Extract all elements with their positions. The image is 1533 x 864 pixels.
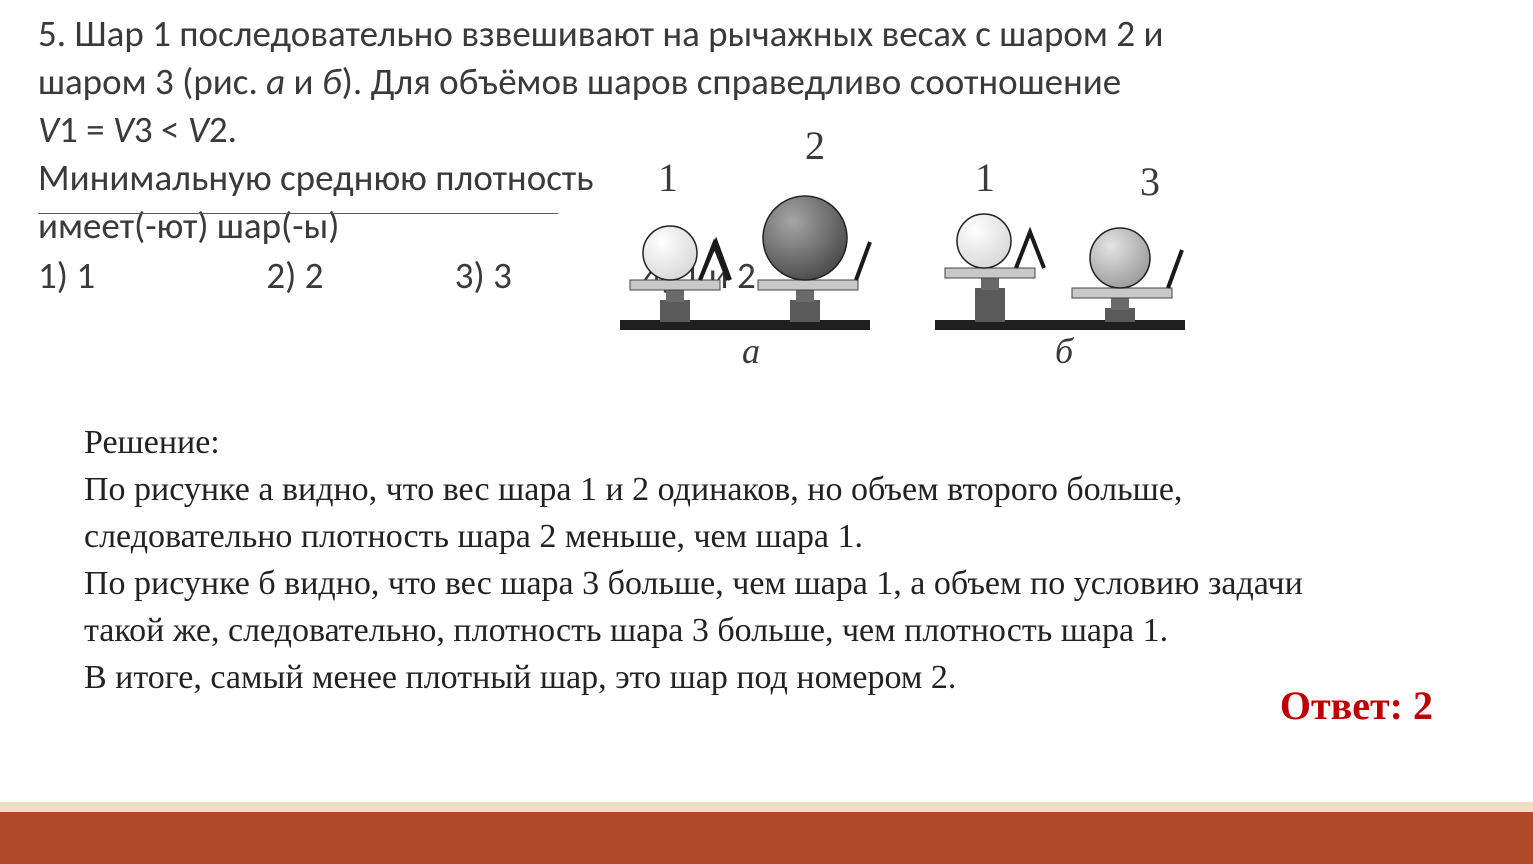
slide: 5. Шар 1 последовательно взвешивают на р… [0, 0, 1533, 864]
problem-text-2a: шаром 3 (рис. [38, 59, 258, 104]
fig-ref-b: б [322, 59, 342, 104]
solution-p3: По рисунке б видно, что вес шара 3 больш… [84, 561, 1444, 608]
option-2: 2) 2 [266, 252, 446, 300]
solution-p4: такой же, следовательно, плотность шара … [84, 608, 1444, 655]
solution-p5: В итоге, самый менее плотный шар, это ша… [84, 655, 1444, 702]
scale-b-icon [920, 160, 1200, 335]
problem-text-2end: ). Для объёмов шаров справедливо соотнош… [342, 59, 1122, 104]
problem-text-2mid: и [285, 59, 322, 104]
figures: 1 2 1 3 а б [600, 130, 1480, 380]
problem-line-1: 5. Шар 1 последовательно взвешивают на р… [38, 10, 1498, 58]
solution-p2: следовательно плотность шара 2 меньше, ч… [84, 514, 1444, 561]
v1-num: 1 = [59, 107, 113, 152]
solution-heading: Решение: [84, 420, 1444, 467]
answer-text: Ответ: 2 [1280, 682, 1433, 729]
problem-text-1: Шар 1 последовательно взвешивают на рыча… [74, 11, 1163, 56]
v1-var: V [38, 107, 59, 152]
problem-number: 5. [38, 11, 66, 56]
problem-line-2: шаром 3 (рис. а и б). Для объёмов шаров … [38, 58, 1498, 106]
fig-caption-a: а [742, 330, 760, 372]
fig-caption-b: б [1055, 330, 1073, 372]
solution-block: Решение: По рисунке а видно, что вес шар… [84, 420, 1444, 701]
footer-accent [0, 802, 1533, 812]
underline-rule [38, 213, 558, 214]
scale-a-icon [600, 160, 890, 335]
v2-var: V [188, 107, 209, 152]
solution-p1: По рисунке а видно, что вес шара 1 и 2 о… [84, 467, 1444, 514]
v2-num: 2. [209, 107, 237, 152]
footer-main [0, 812, 1533, 864]
footer-bar [0, 802, 1533, 864]
v3-num: 3 < [134, 107, 188, 152]
v3-var: V [113, 107, 134, 152]
option-1: 1) 1 [38, 252, 258, 300]
fig-ref-a: а [266, 59, 285, 104]
